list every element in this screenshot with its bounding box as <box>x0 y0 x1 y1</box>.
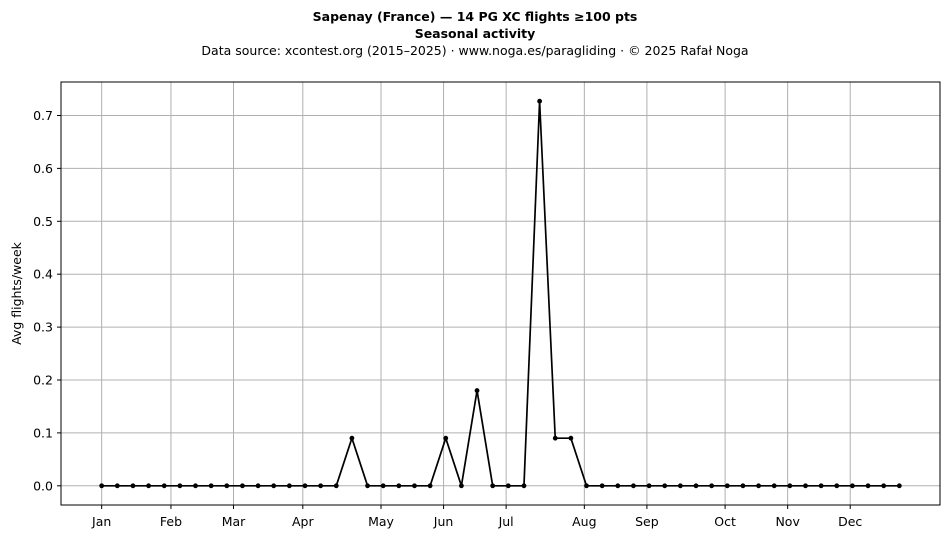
data-point <box>365 483 370 489</box>
x-tick-label: Jan <box>91 514 111 529</box>
data-point <box>99 483 105 489</box>
data-point <box>756 483 761 489</box>
data-point <box>709 483 715 489</box>
data-point <box>286 483 292 489</box>
data-point <box>771 483 777 489</box>
plot-frame <box>60 81 941 506</box>
chart-title: Sapenay (France) — 14 PG XC flights ≥100… <box>312 9 638 24</box>
data-point <box>224 483 230 489</box>
data-point <box>240 483 245 489</box>
data-point <box>380 483 386 489</box>
data-point <box>599 483 605 489</box>
y-axis-label: Avg flights/week <box>9 241 24 345</box>
x-tick-label: Sep <box>635 514 659 529</box>
data-point <box>161 483 167 489</box>
x-tick-label: Dec <box>838 514 862 529</box>
series-line-group <box>101 100 900 487</box>
chart-subtitle: Seasonal activity <box>414 26 536 41</box>
x-tick-label: Feb <box>160 514 182 529</box>
data-point <box>193 483 198 489</box>
data-point <box>114 483 120 489</box>
x-tick-label: Mar <box>222 514 246 529</box>
data-point <box>693 483 699 489</box>
data-point <box>349 435 355 441</box>
data-point <box>396 483 402 489</box>
data-point <box>740 483 746 489</box>
y-tick-label: 0.7 <box>33 108 53 123</box>
data-point <box>881 483 887 489</box>
data-point <box>677 483 683 489</box>
data-point <box>850 483 855 489</box>
data-point <box>271 483 277 489</box>
x-tick-label: Jul <box>498 514 514 529</box>
data-point <box>896 483 902 489</box>
x-tick-label: Jun <box>433 514 454 529</box>
data-point <box>458 483 464 489</box>
y-tick-label: 0.0 <box>33 478 53 493</box>
grid <box>61 82 940 505</box>
x-tick-label: Aug <box>572 514 596 529</box>
x-tick-label: May <box>368 514 394 529</box>
data-point <box>818 483 824 489</box>
series-line <box>101 100 900 487</box>
x-tick-label: Oct <box>714 514 736 529</box>
x-tick-label: Apr <box>292 514 314 529</box>
y-tick-label: 0.3 <box>33 320 53 335</box>
data-point <box>177 483 183 489</box>
data-point <box>474 388 480 393</box>
data-point <box>443 435 449 441</box>
data-point <box>521 483 527 489</box>
data-point <box>208 483 214 489</box>
title-block: Sapenay (France) — 14 PG XC flights ≥100… <box>0 8 950 60</box>
data-point <box>865 483 871 489</box>
data-source-line: Data source: xcontest.org (2015–2025) · … <box>201 43 749 58</box>
y-tick-label: 0.6 <box>33 161 53 176</box>
y-axis: 0.0 0.1 0.2 0.3 0.4 0.5 0.6 0.7 <box>33 108 61 493</box>
data-point <box>318 483 324 489</box>
data-point <box>255 483 261 489</box>
data-point <box>333 483 339 489</box>
x-tick-label: Nov <box>775 514 800 529</box>
data-point <box>584 483 589 489</box>
data-point <box>130 483 136 489</box>
y-tick-label: 0.5 <box>33 214 53 229</box>
data-point <box>427 483 433 489</box>
data-point <box>834 483 840 489</box>
data-point <box>662 483 668 489</box>
y-tick-label: 0.1 <box>33 425 53 440</box>
data-point <box>615 483 621 489</box>
x-axis: Jan Feb Mar Apr May Jun Jul Aug Sep Oct Nov Dec <box>91 505 862 529</box>
data-point <box>724 483 730 489</box>
data-point <box>412 483 417 489</box>
data-points <box>99 98 902 489</box>
data-point <box>631 483 636 489</box>
data-point <box>787 483 793 489</box>
data-point <box>302 483 308 489</box>
y-tick-label: 0.4 <box>33 267 53 282</box>
data-point <box>146 483 151 489</box>
data-point <box>568 435 574 441</box>
data-point <box>552 435 558 441</box>
data-point <box>505 483 511 489</box>
data-point <box>537 98 543 104</box>
y-tick-label: 0.2 <box>33 372 53 387</box>
data-point <box>490 483 496 489</box>
data-point <box>803 483 808 489</box>
data-point <box>646 483 652 489</box>
